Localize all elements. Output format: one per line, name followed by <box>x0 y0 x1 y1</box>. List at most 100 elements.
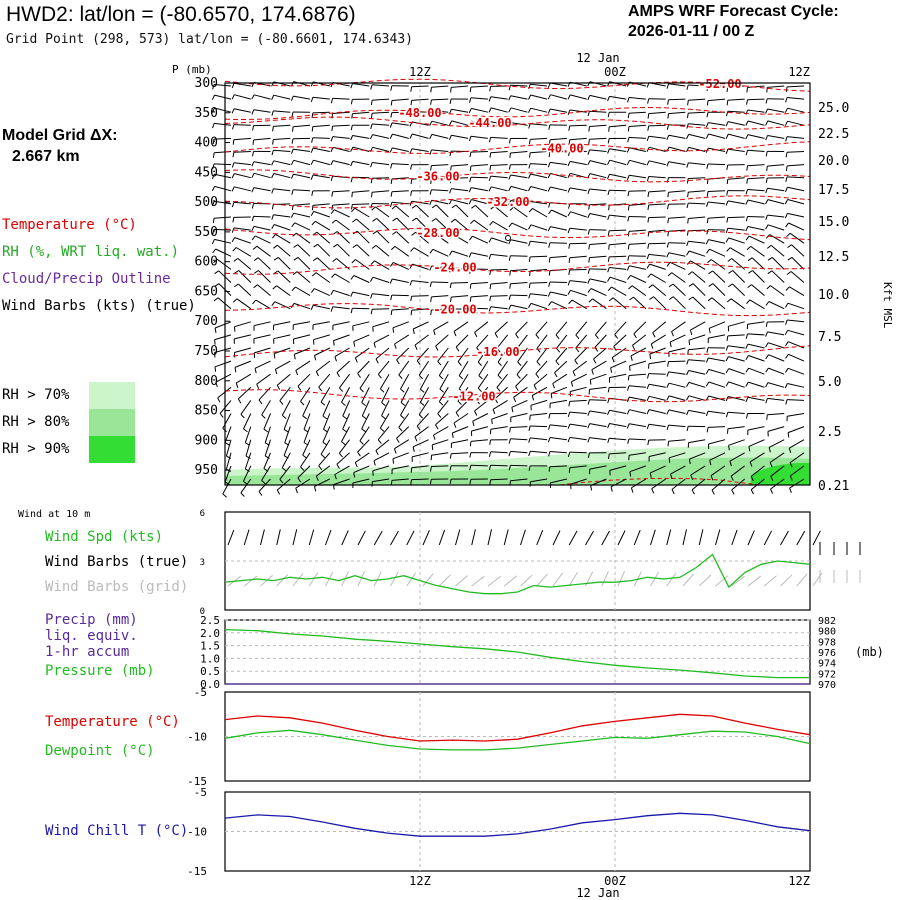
wind-barb <box>555 347 568 362</box>
wind-barb <box>569 187 587 192</box>
wind-barb-flag <box>253 257 259 262</box>
wind-barb-flag <box>380 388 385 393</box>
wind-barb <box>515 373 528 387</box>
pressure-tick-label: 600 <box>195 255 218 270</box>
wind10m-barb <box>747 530 755 546</box>
wind-barb-flag <box>488 175 492 182</box>
wind-barb-flag <box>528 283 531 289</box>
temp-tick: -15 <box>187 775 207 788</box>
wind10m-grid-barb <box>357 571 365 587</box>
wind-barb-flag <box>224 442 230 446</box>
wind-barb <box>352 307 370 310</box>
wind-barb-flag <box>589 379 592 385</box>
wind-barb <box>352 478 370 484</box>
wind-barb <box>332 124 350 127</box>
wind-barb-flag <box>575 347 580 353</box>
wind-barb <box>237 283 252 296</box>
wind-barb-flag <box>303 428 309 433</box>
wind-barb <box>361 400 370 417</box>
wind-barb-flag <box>567 411 571 418</box>
wind-barb <box>530 293 548 297</box>
wind-barb-flag <box>708 328 711 334</box>
wind-barb-flag <box>396 438 400 443</box>
wind-barb-flag <box>251 94 255 100</box>
wind-barb-flag <box>361 415 367 420</box>
wind-barb <box>490 121 508 126</box>
wind-barb-flag <box>647 113 650 119</box>
wind-barb <box>254 347 271 354</box>
wind-barb-flag <box>647 125 650 131</box>
wind-barb <box>530 107 548 113</box>
wind-barb <box>709 321 726 329</box>
wind-barb <box>313 304 330 310</box>
precip-tick: 1.0 <box>200 652 220 665</box>
wind-barb-flag <box>290 173 294 179</box>
wind-barb-flag <box>768 447 771 453</box>
wind-barb-flag <box>489 479 492 485</box>
wind-barb <box>400 373 410 390</box>
wind-barb-flag <box>258 399 263 405</box>
wind-barb-flag <box>607 159 611 165</box>
wind-barb <box>530 282 548 284</box>
wind-barb <box>225 452 232 470</box>
wind-barb-flag <box>687 349 689 355</box>
wind-barb <box>728 439 745 446</box>
wind-barb-flag <box>420 401 425 406</box>
wind-barb <box>770 478 785 490</box>
wind-barb-flag <box>785 399 788 405</box>
wind-barb-flag <box>548 202 551 208</box>
wind-barb-flag <box>533 384 537 390</box>
legend-sfc-temperature: Temperature (°C) <box>45 714 180 730</box>
wind-barb <box>590 288 607 297</box>
wind-barb-flag <box>232 152 235 158</box>
wind-barb-flag <box>688 459 691 465</box>
wind-barb <box>688 84 706 87</box>
wind-barb-flag <box>646 254 650 260</box>
wind-barb <box>787 97 805 100</box>
wind-barb-flag <box>706 191 709 197</box>
wind-barb <box>473 219 489 231</box>
wind10m-barb <box>601 530 610 546</box>
wind-barb-flag <box>290 160 295 166</box>
wind-barb <box>549 242 567 244</box>
wind-barb <box>510 122 528 126</box>
wind-barb <box>629 147 647 152</box>
wind-barb-flag <box>469 308 472 314</box>
wind-barb-flag <box>568 125 571 131</box>
wind-barb-flag <box>258 491 263 496</box>
wind-barb <box>530 186 548 192</box>
isotherm-label: -16.00 <box>476 345 519 359</box>
wind-barb-flag <box>706 248 710 254</box>
wind-barb <box>688 334 706 341</box>
wind-barb <box>342 413 351 430</box>
wind-barb <box>352 135 370 139</box>
model-grid-label: Model Grid ΔX: <box>2 127 118 144</box>
wind-barb-flag <box>511 407 514 413</box>
wind-barb <box>767 199 785 205</box>
wind-barb-flag <box>666 409 670 415</box>
wind-barb-flag <box>410 296 413 302</box>
wind-barb-flag <box>293 256 299 261</box>
wind-barb-flag <box>251 161 255 167</box>
wind-barb <box>690 260 706 270</box>
wind-barb <box>470 97 488 100</box>
wind-barb <box>549 137 567 141</box>
wind-barb-flag <box>430 232 435 238</box>
wind-barb-flag <box>587 229 590 235</box>
wind-barb-flag <box>729 461 732 467</box>
wind-barb <box>416 347 429 362</box>
wind-barb-flag <box>253 284 258 289</box>
wind-barb-flag <box>629 471 632 477</box>
wind-barb <box>653 296 667 310</box>
wind-barb <box>632 334 647 346</box>
wind-barb <box>614 321 627 335</box>
wind-barb <box>589 242 607 245</box>
wind-barb <box>294 222 311 231</box>
wind-barb-flag <box>649 472 652 478</box>
wind-barb-flag <box>567 161 571 167</box>
wind-barb <box>651 478 666 490</box>
wind-barb-flag <box>252 139 255 145</box>
wind-barb-flag <box>234 270 239 274</box>
wind-barb <box>708 439 726 445</box>
wind-barb-flag <box>646 263 651 269</box>
